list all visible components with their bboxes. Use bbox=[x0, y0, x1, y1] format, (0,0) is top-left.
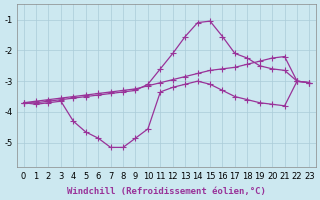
X-axis label: Windchill (Refroidissement éolien,°C): Windchill (Refroidissement éolien,°C) bbox=[67, 187, 266, 196]
